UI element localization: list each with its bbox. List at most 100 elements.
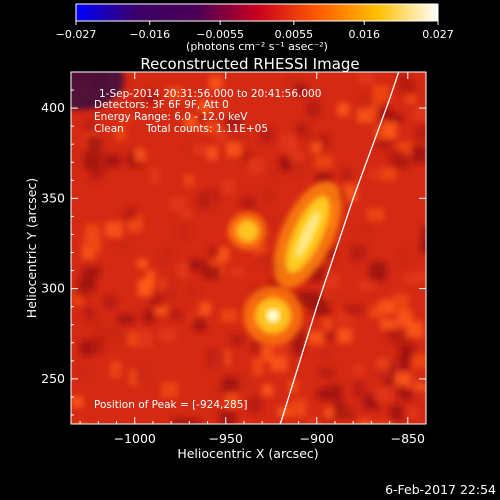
texture-cell xyxy=(208,246,220,257)
texture-cell xyxy=(393,293,409,310)
texture-cell xyxy=(225,117,243,128)
texture-cell xyxy=(221,376,239,393)
annotation-energy: Energy Range: 6.0 - 12.0 keV xyxy=(94,111,248,123)
colorbar xyxy=(76,4,438,21)
texture-cell xyxy=(241,151,253,163)
source-2 xyxy=(273,180,342,289)
texture-cell xyxy=(206,146,218,161)
texture-cell xyxy=(367,208,385,222)
texture-cell xyxy=(415,126,426,142)
texture-cell xyxy=(376,368,392,380)
annotation-counts: Total counts: 1.11E+05 xyxy=(145,123,268,135)
colorbar-frame xyxy=(75,3,439,22)
texture-cell xyxy=(248,158,265,175)
texture-cell xyxy=(307,331,325,345)
texture-cell xyxy=(321,417,339,424)
annotation-clean: Clean xyxy=(94,123,124,135)
texture-cell xyxy=(83,305,94,320)
texture-cell xyxy=(382,121,397,139)
texture-cell xyxy=(193,317,207,332)
y-axis-ticks: 250 300 350 400 xyxy=(41,71,426,416)
texture-cell xyxy=(345,304,364,316)
texture-cell xyxy=(322,350,333,362)
texture-cell xyxy=(324,247,335,259)
texture-cell xyxy=(81,367,92,380)
texture-cell xyxy=(412,353,426,369)
texture-cell xyxy=(82,266,101,277)
texture-cell xyxy=(119,113,133,124)
source-1 xyxy=(243,285,304,346)
texture-cell xyxy=(168,309,183,320)
plot-frame xyxy=(70,71,427,425)
texture-cell xyxy=(139,278,154,296)
texture-cell xyxy=(294,84,308,97)
texture-cell xyxy=(240,196,257,211)
texture-cell xyxy=(353,380,365,398)
texture-cell xyxy=(333,401,346,420)
texture-cell xyxy=(160,382,178,398)
texture-cell xyxy=(278,156,292,172)
texture-cell xyxy=(420,239,426,254)
texture-cell xyxy=(71,289,84,306)
y-tick-label: 250 xyxy=(41,371,65,386)
texture-cell xyxy=(84,153,99,170)
colorbar-tick-label: 0.0055 xyxy=(275,28,314,41)
texture-cell xyxy=(89,166,104,181)
texture-cell xyxy=(229,266,246,277)
x-tick-label: −850 xyxy=(391,431,425,446)
annotation-peak-position: Position of Peak = [-924,285] xyxy=(94,399,248,411)
texture-cell xyxy=(74,284,92,297)
texture-cell xyxy=(203,265,221,280)
texture-cell xyxy=(318,367,334,379)
texture-cell xyxy=(337,311,355,324)
y-tick-label: 350 xyxy=(41,190,65,205)
texture-cell xyxy=(229,333,245,347)
texture-cell xyxy=(196,193,209,209)
texture-cell xyxy=(357,419,373,424)
texture-cell xyxy=(369,168,382,180)
texture-cell xyxy=(138,330,153,349)
texture-cell xyxy=(375,138,392,151)
texture-cell xyxy=(372,85,390,102)
texture-cell xyxy=(127,332,140,347)
plot-area xyxy=(71,72,426,424)
texture-cell xyxy=(261,384,274,397)
texture-cell xyxy=(394,372,411,386)
texture-cell xyxy=(295,122,310,138)
texture-cell xyxy=(84,223,100,234)
texture-cell xyxy=(199,302,212,315)
texture-cell xyxy=(260,345,273,362)
texture-cell xyxy=(87,236,102,254)
texture-cell xyxy=(169,197,186,212)
texture-cell xyxy=(215,126,227,145)
texture-cell xyxy=(176,222,190,241)
texture-cell xyxy=(326,385,342,401)
texture-cell xyxy=(378,358,390,373)
texture-cell xyxy=(225,392,239,408)
texture-cell xyxy=(268,343,287,358)
x-axis-ticks: −1000 −950 −900 −850 xyxy=(79,72,427,446)
texture-cell xyxy=(369,263,387,282)
x-tick-label: −950 xyxy=(209,431,243,446)
texture-cell xyxy=(404,92,417,105)
texture-cell xyxy=(270,356,288,372)
texture-cell xyxy=(183,283,198,299)
texture-cell xyxy=(116,240,131,251)
texture-cell xyxy=(149,167,161,184)
colorbar-unit-label: (photons cm⁻² s⁻¹ asec⁻²) xyxy=(186,40,328,53)
x-tick-label: −900 xyxy=(300,431,334,446)
y-axis-label: Heliocentric Y (arcsec) xyxy=(24,178,39,318)
texture-cell xyxy=(388,150,405,168)
colorbar-tick-label: 0.016 xyxy=(349,28,381,41)
texture-cell xyxy=(361,224,374,236)
texture-cell xyxy=(369,305,385,319)
texture-cell xyxy=(203,121,221,134)
texture-cell xyxy=(322,317,333,334)
texture-cell xyxy=(376,421,395,424)
texture-cell xyxy=(84,119,95,131)
texture-cell xyxy=(289,400,307,418)
colorbar-tick-label: 0.027 xyxy=(422,28,454,41)
texture-cell xyxy=(413,107,426,121)
texture-cell xyxy=(142,309,155,324)
texture-cell xyxy=(105,221,123,238)
